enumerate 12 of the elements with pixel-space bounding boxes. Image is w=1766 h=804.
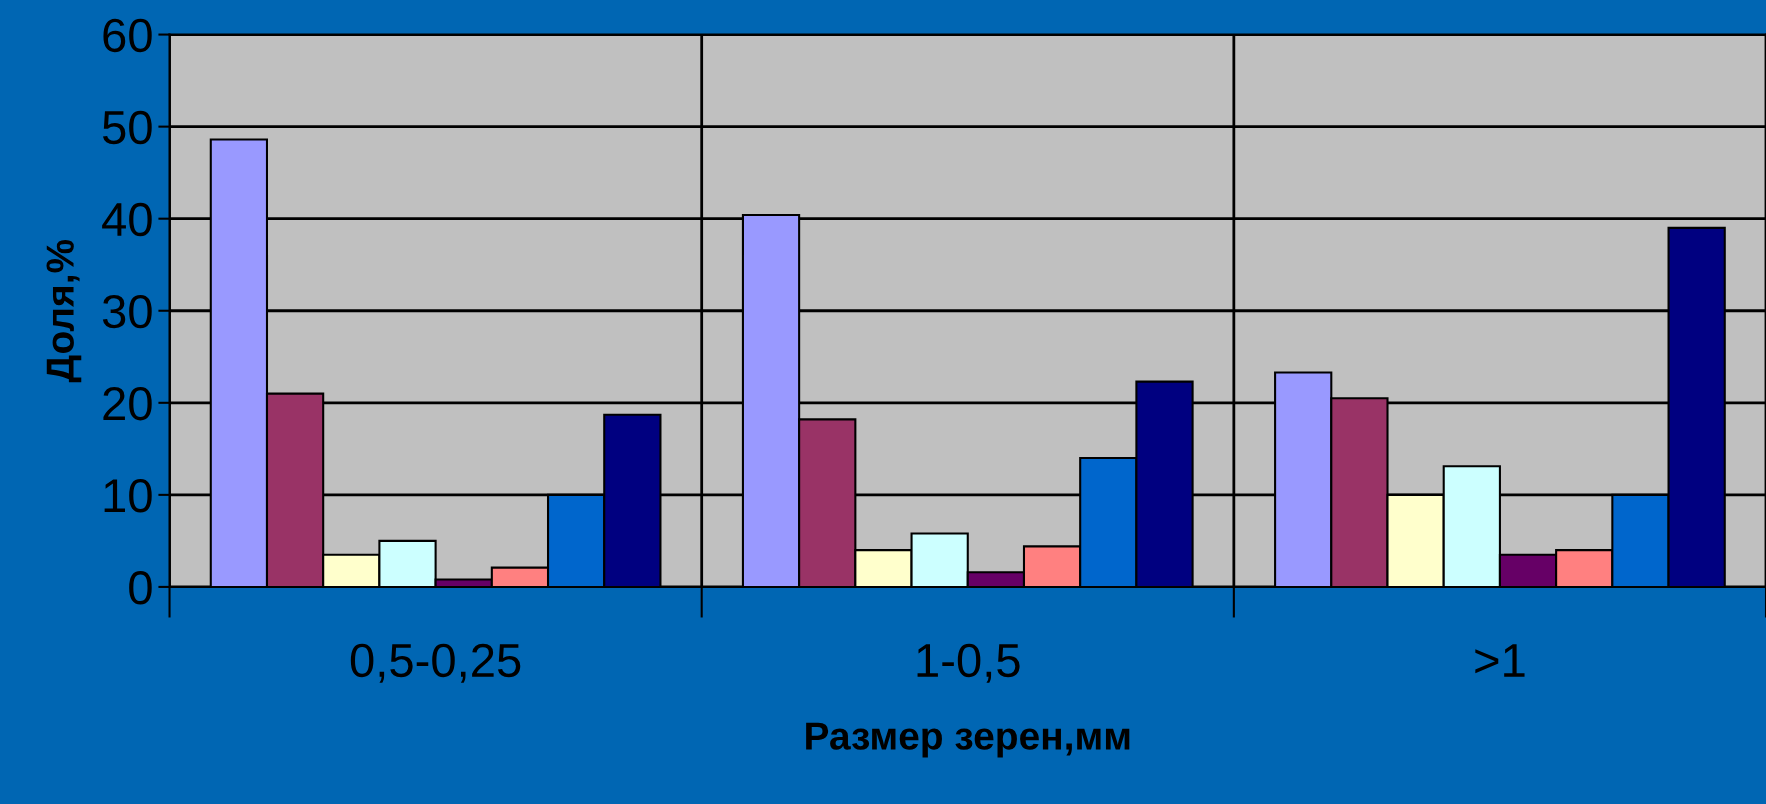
y-tick-label: 20 — [103, 386, 152, 421]
y-tick-label: 10 — [104, 479, 152, 513]
x-axis-title: Размер зерен,мм — [806, 722, 1130, 758]
y-axis-title: Доля,% — [46, 239, 82, 383]
x-tick-label: 0,5-0,25 — [350, 643, 521, 683]
y-tick-label: 0 — [129, 571, 152, 605]
y-tick-label: 30 — [102, 294, 152, 329]
x-tick-label: >1 — [1475, 644, 1525, 677]
y-tick-label: 50 — [102, 110, 152, 145]
y-tick-label: 60 — [103, 18, 152, 53]
x-tick-label: 1-0,5 — [917, 643, 1020, 683]
y-tick-label: 40 — [102, 202, 152, 237]
